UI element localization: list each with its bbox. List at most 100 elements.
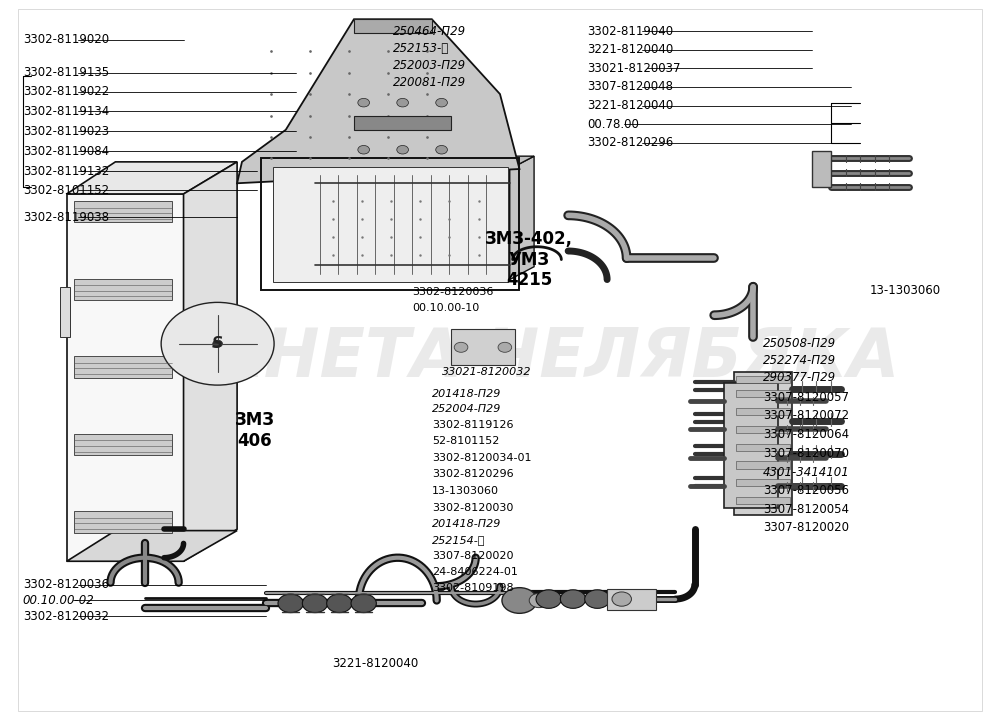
Circle shape (609, 590, 634, 609)
Text: 252004-П29: 252004-П29 (432, 405, 501, 415)
Text: 252003-П29: 252003-П29 (393, 59, 466, 72)
Circle shape (454, 342, 468, 352)
Bar (736, 461, 790, 468)
Text: 3302-8119126: 3302-8119126 (432, 420, 513, 430)
Polygon shape (60, 286, 70, 337)
Circle shape (502, 588, 537, 614)
Text: 252153-䇲: 252153-䇲 (393, 42, 449, 55)
Text: 220081-П29: 220081-П29 (393, 76, 466, 90)
Text: 33021-8120032: 33021-8120032 (442, 367, 531, 377)
Polygon shape (315, 156, 534, 169)
Circle shape (436, 98, 447, 107)
Text: 3302-8120296: 3302-8120296 (588, 136, 674, 149)
Text: 3307-8120072: 3307-8120072 (763, 409, 849, 422)
Text: 13-1303060: 13-1303060 (870, 284, 941, 296)
Polygon shape (67, 531, 237, 561)
Text: 3302-8101152: 3302-8101152 (23, 184, 109, 197)
Bar (74, 434, 172, 455)
Text: 3302-8119038: 3302-8119038 (23, 211, 109, 224)
Circle shape (436, 145, 447, 154)
Bar (451, 329, 515, 365)
Text: 3302-8119023: 3302-8119023 (23, 125, 109, 137)
Bar (734, 372, 792, 515)
Circle shape (213, 340, 222, 347)
Text: 3302-8120296: 3302-8120296 (432, 469, 513, 479)
Text: 3302-8120032: 3302-8120032 (23, 610, 109, 623)
Text: 3221-8120040: 3221-8120040 (588, 99, 674, 112)
Text: 3307-8120048: 3307-8120048 (588, 80, 674, 94)
Text: 3307-8120070: 3307-8120070 (763, 447, 849, 460)
Polygon shape (67, 194, 184, 561)
Bar (736, 497, 790, 504)
Bar (736, 376, 790, 383)
Text: ЗМЗ
406: ЗМЗ 406 (235, 412, 275, 450)
Text: S: S (212, 337, 223, 352)
Text: 00.10.00-10: 00.10.00-10 (412, 303, 480, 313)
Circle shape (585, 590, 610, 609)
Circle shape (560, 590, 586, 609)
Text: ПЛАНЕТА ЧЕЛЯБЯКА: ПЛАНЕТА ЧЕЛЯБЯКА (101, 325, 899, 391)
Text: 3307-8120020: 3307-8120020 (763, 521, 849, 534)
Text: 3302-8119020: 3302-8119020 (23, 34, 109, 47)
Circle shape (529, 594, 549, 608)
Bar (736, 426, 790, 433)
Circle shape (536, 590, 561, 609)
Circle shape (161, 302, 274, 385)
Text: 3302-8119132: 3302-8119132 (23, 165, 109, 178)
Bar (736, 479, 790, 486)
Polygon shape (273, 167, 508, 281)
Text: 290377-П29: 290377-П29 (763, 372, 836, 384)
Text: 250464-П29: 250464-П29 (393, 25, 466, 38)
Circle shape (327, 594, 352, 613)
Polygon shape (354, 19, 432, 34)
Circle shape (278, 594, 303, 613)
Text: 3221-8120040: 3221-8120040 (588, 44, 674, 57)
Polygon shape (354, 115, 451, 130)
Text: 52-8101152: 52-8101152 (432, 437, 499, 447)
Circle shape (397, 98, 408, 107)
Bar (74, 357, 172, 377)
Polygon shape (812, 151, 831, 187)
Bar (74, 201, 172, 223)
Polygon shape (184, 162, 237, 561)
Text: 252154-䇲: 252154-䇲 (432, 535, 485, 545)
Text: ЗМЗ-402,
УМЗ
4215: ЗМЗ-402, УМЗ 4215 (485, 230, 573, 289)
Text: 3302-8119084: 3302-8119084 (23, 145, 109, 158)
Polygon shape (67, 162, 237, 194)
Text: 3307-8120020: 3307-8120020 (432, 551, 513, 561)
Text: 33021-8120037: 33021-8120037 (588, 62, 681, 75)
Polygon shape (510, 156, 534, 279)
Text: 3302-8119135: 3302-8119135 (23, 66, 109, 79)
Text: 24-8406224-01: 24-8406224-01 (432, 567, 518, 577)
Text: 3302-8120034-01: 3302-8120034-01 (432, 453, 531, 463)
Text: 201418-П29: 201418-П29 (432, 389, 501, 399)
Circle shape (397, 145, 408, 154)
Circle shape (358, 98, 370, 107)
Circle shape (498, 342, 512, 352)
Text: 250508-П29: 250508-П29 (763, 337, 836, 350)
Text: 3302-8119040: 3302-8119040 (588, 25, 674, 38)
Text: 3307-8120054: 3307-8120054 (763, 503, 849, 516)
Circle shape (612, 592, 631, 606)
Text: 3221-8120040: 3221-8120040 (333, 657, 419, 669)
Circle shape (302, 594, 328, 613)
Text: 3302-8109198: 3302-8109198 (432, 584, 513, 594)
Polygon shape (315, 169, 510, 279)
Text: 3307-8120057: 3307-8120057 (763, 391, 849, 404)
Bar (74, 511, 172, 533)
Text: 201418-П29: 201418-П29 (432, 519, 501, 529)
Bar (736, 390, 790, 397)
Polygon shape (237, 19, 519, 183)
Text: 13-1303060: 13-1303060 (432, 485, 499, 495)
Text: 3302-8120030: 3302-8120030 (432, 503, 513, 513)
Bar (736, 408, 790, 415)
Text: 3302-8119022: 3302-8119022 (23, 85, 109, 99)
Circle shape (358, 145, 370, 154)
Bar (736, 444, 790, 450)
Text: 00.78.00: 00.78.00 (588, 117, 640, 130)
Text: 3302-8119134: 3302-8119134 (23, 105, 109, 117)
Bar (607, 589, 656, 611)
Circle shape (351, 594, 376, 613)
Text: 252274-П29: 252274-П29 (763, 354, 836, 367)
Text: 3307-8120064: 3307-8120064 (763, 428, 849, 441)
